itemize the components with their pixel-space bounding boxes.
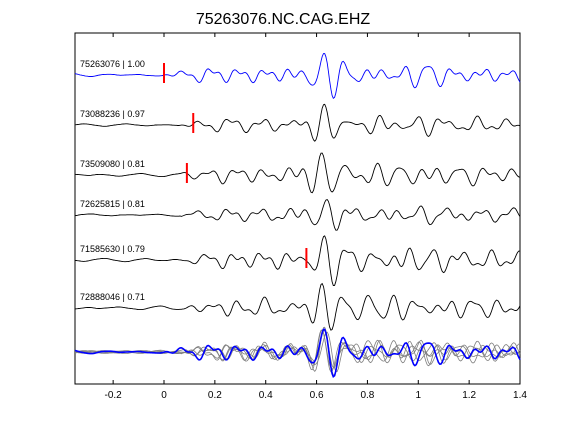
x-tick-label: 0.6 — [310, 390, 324, 401]
x-tick-label: 0.8 — [360, 390, 374, 401]
waveform-trace — [74, 282, 521, 331]
waveform-trace — [74, 235, 520, 286]
trace-label: 75263076 | 1.00 — [80, 59, 145, 69]
x-tick-label: 0.4 — [259, 390, 273, 401]
plot-frame — [74, 32, 521, 385]
waveform-trace — [74, 53, 521, 99]
overlay-stack — [74, 326, 521, 378]
waveform-trace — [74, 199, 521, 231]
trace-label: 73088236 | 0.97 — [80, 109, 145, 119]
trace-label: 72625815 | 0.81 — [80, 199, 145, 209]
x-axis: -0.2 0 0.2 0.4 0.6 0.8 1 1.2 1.4 — [105, 33, 527, 401]
x-tick-label: 1.2 — [462, 390, 476, 401]
chart-title: 75263076.NC.CAG.EHZ — [196, 11, 371, 28]
trace-label: 72888046 | 0.71 — [80, 292, 145, 302]
trace-label: 71585630 | 0.79 — [80, 244, 145, 254]
x-tick-label: 0 — [161, 390, 167, 401]
x-tick-label: 1.4 — [513, 390, 527, 401]
x-tick-label: -0.2 — [105, 390, 123, 401]
x-tick-label: 1 — [416, 390, 422, 401]
stack-trace — [74, 328, 521, 378]
waveform-trace — [74, 103, 521, 142]
trace-label: 73509080 | 0.81 — [80, 159, 145, 169]
waveform-trace — [74, 152, 521, 194]
waveform-traces: 75263076 | 1.00 73088236 | 0.97 73509080 |… — [74, 53, 521, 331]
x-tick-label: 0.2 — [208, 390, 222, 401]
